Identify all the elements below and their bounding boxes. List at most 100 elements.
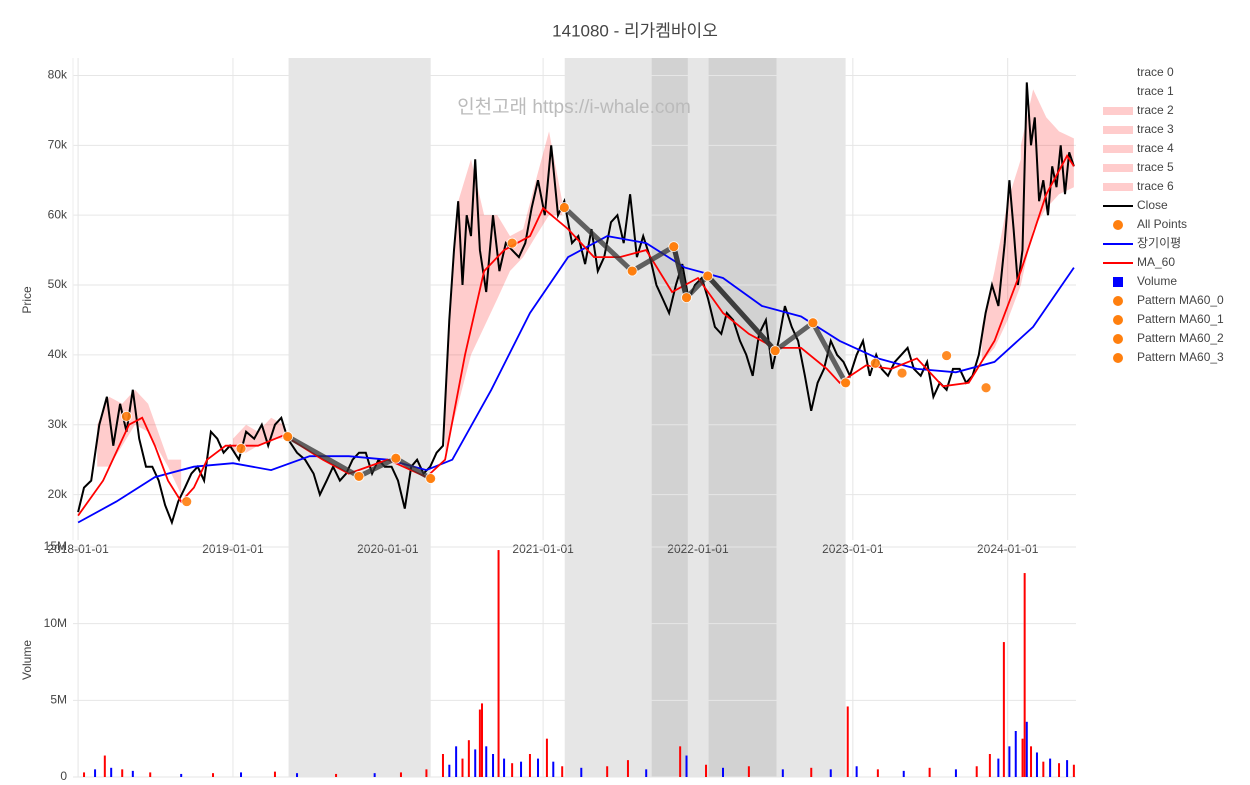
volume-bar — [846, 706, 849, 777]
legend-swatch — [1113, 315, 1123, 325]
legend-swatch — [1113, 277, 1123, 287]
volume-bar — [528, 754, 531, 777]
volume-bar — [1058, 763, 1061, 777]
x-tick-label: 2018-01-01 — [47, 542, 109, 556]
band-area — [1020, 89, 1074, 286]
y-tick-label: 30k — [48, 417, 68, 431]
y2-tick-label: 0 — [60, 769, 67, 780]
volume-bar — [503, 758, 506, 777]
volume-bar — [492, 754, 495, 777]
volume-bar — [679, 746, 682, 777]
y2-tick-label: 5M — [50, 693, 67, 707]
volume-bar — [537, 758, 540, 777]
volume-bar — [781, 769, 784, 777]
shaded-region — [651, 58, 688, 777]
point-marker — [681, 292, 692, 304]
volume-bar — [511, 763, 514, 777]
shaded-region — [708, 58, 777, 777]
volume-bar — [1023, 573, 1026, 777]
legend-label: Pattern MA60_2 — [1137, 331, 1224, 345]
point-marker — [626, 265, 638, 277]
watermark: 인천고래 https://i-whale.com — [457, 96, 691, 118]
point-marker — [807, 317, 819, 329]
volume-bar — [149, 772, 152, 777]
volume-bar — [1049, 758, 1052, 777]
volume-bar — [212, 773, 215, 777]
x-tick-label: 2021-01-01 — [512, 542, 574, 556]
volume-bar — [545, 738, 548, 777]
shaded-region — [288, 58, 431, 777]
legend-label: trace 3 — [1137, 122, 1174, 136]
y2-tick-label: 10M — [44, 616, 67, 630]
volume-bar — [810, 767, 813, 777]
volume-bar — [705, 764, 708, 777]
legend-label: MA_60 — [1137, 255, 1175, 269]
band-area — [445, 131, 563, 453]
volume-bar — [373, 773, 376, 777]
point-marker — [769, 345, 781, 357]
point-marker — [869, 357, 881, 369]
volume-bar — [685, 755, 688, 777]
volume-bar — [131, 770, 134, 777]
volume-bar — [399, 772, 402, 777]
volume-bar — [1002, 642, 1005, 777]
series-line — [77, 154, 1075, 517]
legend-label: Pattern MA60_3 — [1137, 350, 1224, 364]
volume-bar — [425, 769, 428, 777]
volume-bar — [902, 770, 905, 777]
volume-bar — [829, 769, 832, 777]
point-marker — [425, 473, 437, 484]
volume-bar — [1025, 721, 1028, 777]
volume-bar — [110, 767, 113, 777]
legend-label: 장기이평 — [1137, 236, 1181, 250]
legend-label: trace 2 — [1137, 103, 1174, 117]
volume-bar — [580, 767, 583, 777]
legend-label: trace 4 — [1137, 141, 1174, 155]
volume-bar — [497, 550, 500, 777]
volume-bar — [1066, 760, 1069, 777]
chart-title: 141080 - 리가켐바이오 — [552, 21, 718, 40]
volume-bar — [474, 749, 477, 777]
volume-bar — [448, 764, 451, 777]
volume-bar — [626, 760, 629, 777]
volume-bar — [455, 746, 458, 777]
point-marker — [668, 241, 680, 253]
volume-bar — [1014, 731, 1017, 777]
x-tick-label: 2023-01-01 — [822, 542, 884, 556]
pattern-line — [705, 274, 848, 384]
legend-label: trace 1 — [1137, 84, 1174, 98]
volume-bar — [1042, 761, 1045, 777]
legend-label: Pattern MA60_1 — [1137, 312, 1224, 326]
legend-label: All Points — [1137, 217, 1187, 231]
point-marker — [896, 367, 908, 379]
volume-bar — [1008, 746, 1011, 777]
legend-swatch — [1113, 353, 1123, 363]
legend-label: trace 6 — [1137, 179, 1174, 193]
pattern-line — [286, 434, 432, 481]
volume-bar — [855, 766, 858, 777]
volume-bar — [296, 773, 299, 777]
shaded-region — [564, 58, 846, 777]
y-tick-label: 80k — [48, 68, 68, 82]
legend-label: trace 5 — [1137, 160, 1174, 174]
y-tick-label: 50k — [48, 277, 68, 291]
legend-swatch — [1113, 296, 1123, 306]
y-tick-label: 70k — [48, 137, 68, 151]
volume-bar — [975, 766, 978, 777]
x-tick-label: 2022-01-01 — [667, 542, 729, 556]
y-axis-label: Price — [20, 286, 34, 314]
volume-bar — [552, 761, 555, 777]
volume-bar — [721, 767, 724, 777]
point-marker — [390, 452, 402, 464]
legend-label: trace 0 — [1137, 65, 1174, 79]
point-marker — [181, 496, 193, 507]
volume-bar — [747, 766, 750, 777]
point-marker — [941, 350, 952, 361]
band-area — [981, 159, 1021, 362]
volume-bar — [1021, 738, 1024, 777]
legend-label: Volume — [1137, 274, 1177, 288]
y-tick-label: 20k — [48, 487, 68, 501]
volume-bar — [94, 769, 97, 777]
point-marker — [235, 443, 247, 454]
volume-bar — [485, 746, 488, 777]
